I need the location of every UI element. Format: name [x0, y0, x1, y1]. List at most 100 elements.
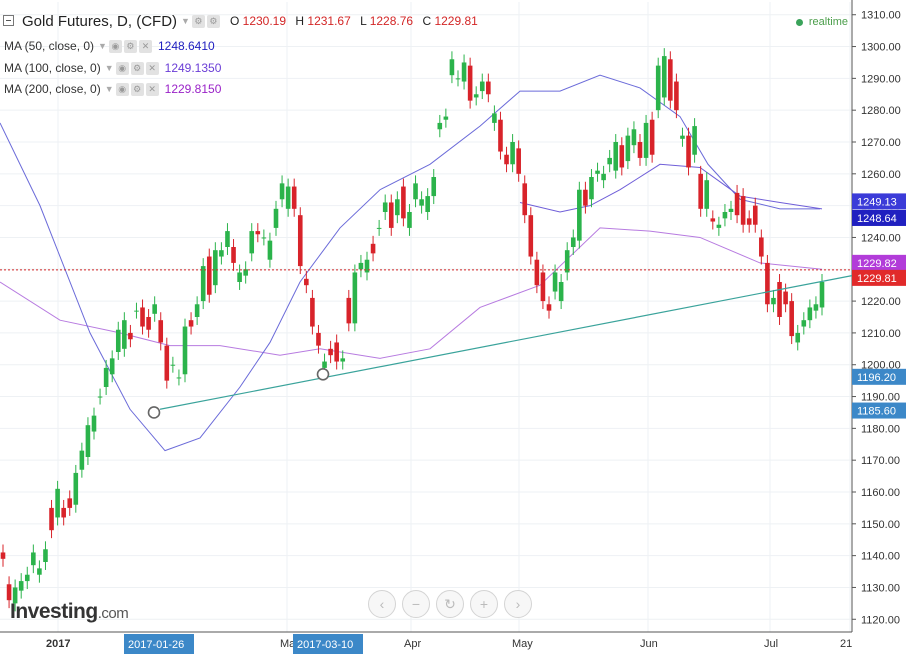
logo-main: Investing [10, 600, 98, 623]
candle-body [564, 250, 570, 273]
y-tick-label: 1130.00 [861, 582, 900, 594]
candle-body [346, 297, 352, 324]
candle-body [680, 135, 685, 139]
close-value: 1229.81 [434, 14, 478, 28]
chart-nav: ‹ − ↻ + › [368, 590, 532, 618]
candle-body [552, 272, 558, 292]
candle-body [255, 231, 261, 235]
candle-body [0, 552, 6, 559]
chevron-right-icon[interactable]: › [504, 590, 532, 618]
candle-body [601, 173, 606, 181]
candle-body [134, 310, 139, 312]
price-badge [852, 368, 906, 385]
price-badge-label: 1229.82 [857, 258, 897, 270]
indicator-value: 1249.1350 [164, 61, 222, 75]
realtime-indicator: realtime [795, 16, 848, 28]
candle-body [722, 212, 728, 219]
candle-body [619, 145, 625, 168]
candle-body [498, 119, 503, 152]
x-tick-label: 21 [840, 638, 852, 650]
candle-body [352, 272, 358, 324]
open-value: 1230.19 [242, 14, 287, 28]
dropdown-caret-icon[interactable]: ▼ [104, 84, 114, 94]
gear-icon[interactable]: ⚙ [206, 14, 220, 28]
y-tick-label: 1300.00 [861, 42, 901, 54]
ma200-line [0, 227, 823, 359]
settings-icon[interactable]: ⚙ [123, 39, 137, 53]
candle-body [492, 113, 497, 123]
visibility-icon[interactable]: ◉ [115, 61, 129, 75]
candle-body [510, 142, 515, 165]
dropdown-caret-icon[interactable]: ▼ [98, 41, 107, 51]
candle-body [704, 180, 710, 209]
y-tick-label: 1220.00 [861, 296, 901, 308]
candle-body [103, 367, 109, 387]
candle-body [668, 59, 673, 101]
reset-icon[interactable]: ↻ [436, 590, 464, 618]
settings-icon[interactable]: ⚙ [191, 14, 205, 28]
low-value: 1228.76 [369, 14, 414, 28]
date-badge [293, 634, 363, 654]
candle-body [243, 269, 248, 276]
dropdown-caret-icon[interactable]: ▼ [181, 16, 190, 26]
candle-body [188, 320, 194, 327]
date-badge-label: 2017-01-26 [128, 639, 184, 651]
candle-body [625, 135, 631, 162]
candle-body [388, 202, 394, 228]
zoom-in-icon[interactable]: + [470, 590, 498, 618]
candle-body [291, 186, 297, 209]
candle-body [765, 262, 770, 305]
candle-body [340, 358, 346, 362]
close-icon[interactable]: ✕ [145, 82, 159, 96]
candle-body [443, 116, 449, 120]
candle-body [370, 243, 376, 254]
candle-body [279, 183, 285, 200]
visibility-icon[interactable]: ◉ [108, 39, 122, 53]
candle-body [661, 56, 667, 98]
close-icon[interactable]: ✕ [145, 61, 159, 75]
y-tick-label: 1160.00 [861, 487, 900, 499]
indicator-ma100[interactable]: MA (100, close, 0) ▼ ◉ ⚙ ✕ 1249.1350 [4, 59, 221, 77]
indicator-ma200[interactable]: MA (200, close, 0) ▼ ◉ ⚙ ✕ 1229.8150 [4, 80, 221, 98]
candle-body [395, 199, 400, 216]
candle-body [479, 81, 485, 92]
candle-body [455, 78, 461, 80]
candle-body [655, 65, 661, 111]
y-tick-label: 1280.00 [861, 105, 901, 117]
candle-body [31, 552, 36, 566]
zoom-out-icon[interactable]: − [402, 590, 430, 618]
price-badge [852, 209, 906, 226]
candle-body [334, 342, 339, 362]
candle-body [740, 196, 746, 225]
indicator-ma50[interactable]: MA (50, close, 0) ▼ ◉ ⚙ ✕ 1248.6410 [4, 37, 215, 55]
settings-icon[interactable]: ⚙ [130, 82, 144, 96]
high-value: 1231.67 [307, 14, 351, 28]
low-label: L [360, 14, 367, 28]
trend-line [159, 275, 853, 410]
candle-body [91, 415, 97, 432]
candle-body [24, 574, 30, 582]
close-icon[interactable]: ✕ [138, 39, 152, 53]
investing-logo: Investing.com [10, 600, 129, 624]
candle-body [213, 250, 218, 286]
candle-body [273, 208, 279, 228]
candle-body [364, 259, 370, 273]
price-badge [852, 269, 906, 286]
price-badge-label: 1229.81 [857, 273, 897, 285]
pivot-marker [316, 367, 330, 381]
candle-body [819, 282, 825, 308]
candle-body [534, 259, 540, 286]
candle-body [522, 183, 528, 216]
candle-body [674, 81, 679, 111]
collapse-icon[interactable] [3, 15, 14, 26]
candle-body [237, 272, 242, 282]
y-tick-label: 1260.00 [861, 169, 901, 181]
candle-body [219, 250, 224, 257]
chevron-left-icon[interactable]: ‹ [368, 590, 396, 618]
candle-body [643, 122, 649, 158]
x-tick-label: Jul [764, 638, 778, 650]
dropdown-caret-icon[interactable]: ▼ [104, 63, 114, 73]
visibility-icon[interactable]: ◉ [115, 82, 129, 96]
settings-icon[interactable]: ⚙ [130, 61, 144, 75]
